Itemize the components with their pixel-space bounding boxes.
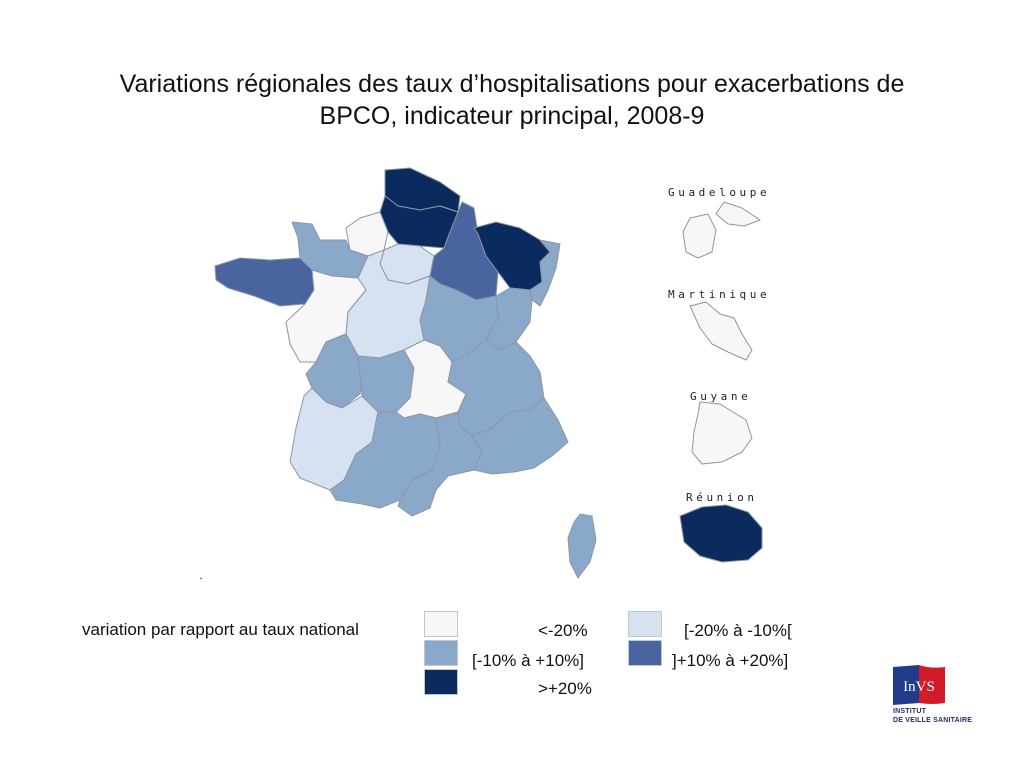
- legend-label-m20-m10: [-20% à -10%[: [684, 621, 792, 640]
- region-languedoc-roussillon: [397, 411, 483, 517]
- title-line-2: BPCO, indicateur principal, 2008-9: [319, 102, 705, 130]
- martinique-label: Martinique: [668, 288, 771, 301]
- map-title: Variations régionales des taux d’hospita…: [30, 68, 994, 132]
- guyane-shape: [691, 401, 753, 465]
- region-franche-comte: [485, 287, 533, 351]
- legend-swatch-m10-p10: [424, 640, 458, 666]
- region-poitou-charentes: [305, 333, 365, 409]
- title-line-1: Variations régionales des taux d’hospita…: [119, 70, 905, 98]
- invs-logo: InVS INSTITUT DE VEILLE SANITAIRE: [893, 665, 978, 727]
- legend-swatch-p10-p20: [628, 640, 662, 666]
- legend-swatch-lt-minus20: [424, 611, 458, 637]
- region-corse: [567, 513, 597, 579]
- region-haute-normandie: [345, 211, 389, 257]
- logo-line-1: INSTITUT: [893, 708, 927, 715]
- legend-label-gt-plus20: >+20%: [538, 679, 592, 698]
- legend-label-p10-p20: ]+10% à +20%]: [672, 651, 789, 670]
- guyane-label: Guyane: [690, 390, 752, 403]
- logo-line-2: DE VEILLE SANITAIRE: [893, 717, 973, 724]
- invs-flag-icon: InVS: [893, 665, 945, 705]
- legend-label-lt-minus20: <-20%: [538, 621, 588, 640]
- region-bretagne: [214, 257, 315, 307]
- legend-label-m10-p10: [-10% à +10%]: [472, 651, 584, 670]
- legend-caption: variation par rapport au taux national: [82, 620, 359, 639]
- reunion-shape: [679, 504, 763, 563]
- region-provence-alpes-cote-d-azur: [471, 397, 569, 475]
- martinique-shape: [689, 301, 753, 361]
- guadeloupe-label: Guadeloupe: [668, 186, 771, 199]
- logo-mark: InVS: [903, 679, 935, 695]
- guadeloupe-shape: [682, 201, 761, 259]
- reunion-label: Réunion: [686, 491, 758, 504]
- legend-swatch-m20-m10: [628, 611, 662, 637]
- legend-swatch-gt-plus20: [424, 669, 458, 695]
